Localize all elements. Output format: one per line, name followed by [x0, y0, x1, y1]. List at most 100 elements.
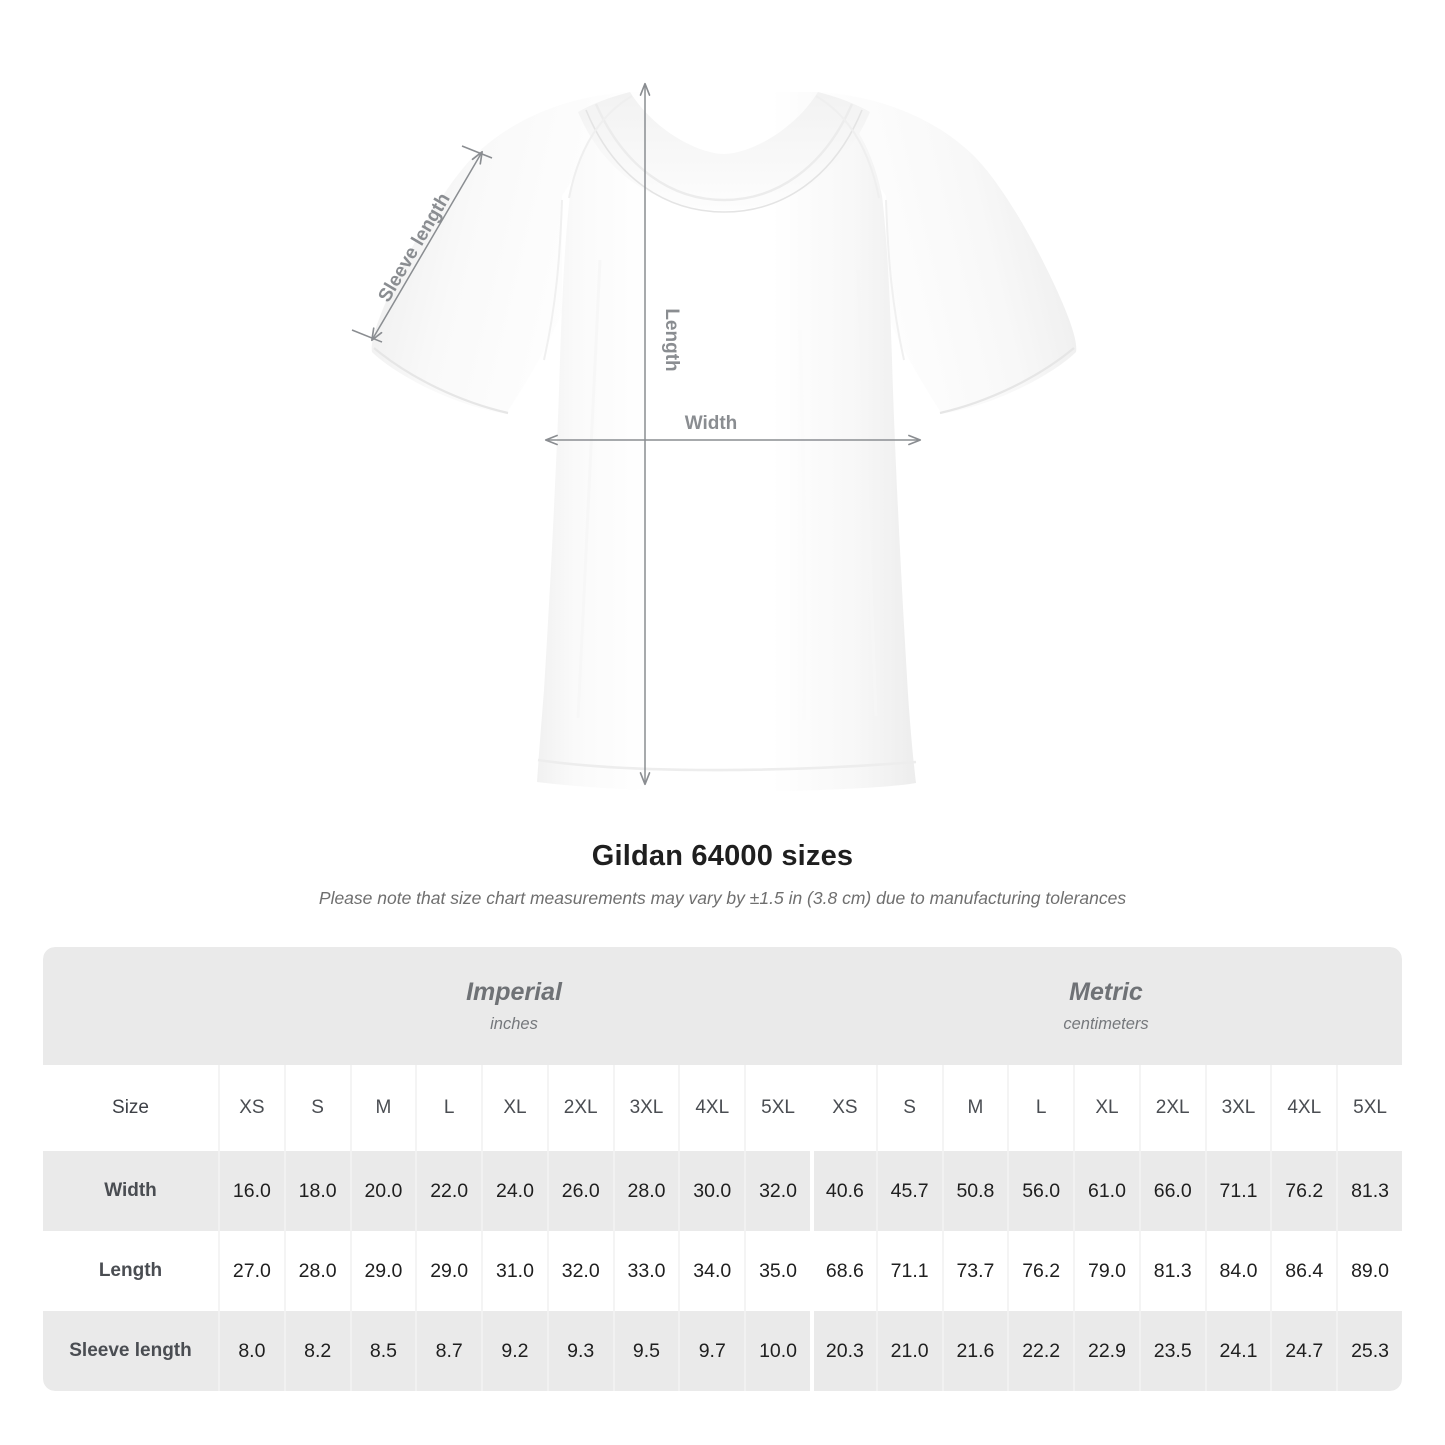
tolerance-note: Please note that size chart measurements… — [318, 888, 1127, 908]
size-header-metric-2xl: 2XL — [1138, 1065, 1205, 1151]
size-header-imperial-5xl: 5XL — [744, 1065, 810, 1151]
size-header-imperial-2xl: 2XL — [546, 1065, 613, 1151]
tshirt-diagram: Sleeve length Length Width — [351, 82, 1077, 792]
cell-length-metric-l: 76.2 — [1007, 1231, 1074, 1311]
bottom-hem — [537, 758, 917, 772]
size-header-imperial-l: L — [415, 1065, 482, 1151]
unit-group-metric-sub: centimeters — [1063, 1015, 1149, 1033]
fold-left — [576, 259, 602, 719]
collar-outer-line — [585, 109, 863, 213]
cell-width-metric-xs: 40.6 — [810, 1151, 876, 1231]
size-header-row: Size XS S M L XL 2XL 3XL 4XL 5XL XS S M L XL 2XL 3XL 4XL 5… — [43, 1065, 1402, 1151]
width-label: Width — [685, 413, 738, 434]
cell-sleeve-length-imperial-xl: 9.2 — [481, 1311, 547, 1391]
unit-header-row: Imperial inches Metric centimeters — [43, 947, 1402, 1065]
cell-sleeve-length-metric-m: 21.6 — [941, 1311, 1008, 1391]
size-header-imperial-m: M — [349, 1065, 416, 1151]
cell-width-metric-xl: 61.0 — [1073, 1151, 1139, 1231]
unit-group-imperial: Imperial inches — [218, 947, 810, 1065]
table-row: Width 16.0 18.0 20.0 22.0 24.0 26.0 28.0 30.0 32.… — [43, 1151, 1402, 1231]
right-sleeve-hem — [939, 347, 1075, 415]
size-chart-table-container: Imperial inches Metric centimeters Size X… — [43, 947, 1402, 1391]
cell-width-imperial-3xl: 28.0 — [612, 1151, 679, 1231]
size-header-metric-xl: XL — [1073, 1065, 1139, 1151]
cell-sleeve-length-imperial-m: 8.5 — [349, 1311, 416, 1391]
cell-length-imperial-xs: 27.0 — [218, 1231, 284, 1311]
size-chart-heading: Gildan 64000 sizes Please note that size… — [0, 838, 1445, 909]
size-header-metric-5xl: 5XL — [1336, 1065, 1402, 1151]
cell-length-metric-4xl: 86.4 — [1270, 1231, 1337, 1311]
cell-width-metric-m: 50.8 — [941, 1151, 1008, 1231]
size-header-imperial-s: S — [283, 1065, 350, 1151]
fold-right — [856, 269, 878, 717]
cell-length-imperial-s: 28.0 — [283, 1231, 350, 1311]
cell-sleeve-length-imperial-s: 8.2 — [283, 1311, 350, 1391]
cell-sleeve-length-metric-4xl: 24.7 — [1270, 1311, 1337, 1391]
cell-sleeve-length-metric-xl: 22.9 — [1073, 1311, 1139, 1391]
left-sleeve-seam — [543, 199, 563, 361]
cell-sleeve-length-metric-xs: 20.3 — [810, 1311, 876, 1391]
cell-length-imperial-m: 29.0 — [349, 1231, 416, 1311]
cell-length-metric-s: 71.1 — [875, 1231, 942, 1311]
unit-group-imperial-name: Imperial — [466, 978, 562, 1006]
left-shoulder-seam — [568, 95, 633, 199]
right-sleeve-seam — [885, 199, 905, 361]
cell-sleeve-length-imperial-3xl: 9.5 — [612, 1311, 679, 1391]
cell-sleeve-length-metric-5xl: 25.3 — [1336, 1311, 1402, 1391]
unit-group-metric-name: Metric — [1069, 978, 1143, 1006]
size-header-imperial-3xl: 3XL — [612, 1065, 679, 1151]
cell-length-imperial-5xl: 35.0 — [744, 1231, 810, 1311]
cell-width-metric-3xl: 71.1 — [1204, 1151, 1271, 1231]
cell-width-imperial-l: 22.0 — [415, 1151, 482, 1231]
tshirt-shape — [371, 92, 1077, 792]
cell-sleeve-length-metric-3xl: 24.1 — [1204, 1311, 1271, 1391]
cell-length-metric-m: 73.7 — [941, 1231, 1008, 1311]
size-header-imperial-xs: XS — [218, 1065, 284, 1151]
cell-width-imperial-5xl: 32.0 — [744, 1151, 810, 1231]
cell-length-imperial-xl: 31.0 — [481, 1231, 547, 1311]
size-header-metric-4xl: 4XL — [1270, 1065, 1337, 1151]
cell-width-imperial-xs: 16.0 — [218, 1151, 284, 1231]
right-sleeve — [818, 92, 1077, 414]
collar-inner-line — [594, 103, 854, 202]
cell-length-metric-xl: 79.0 — [1073, 1231, 1139, 1311]
size-header-imperial-xl: XL — [481, 1065, 547, 1151]
cell-length-imperial-l: 29.0 — [415, 1231, 482, 1311]
cell-length-imperial-3xl: 33.0 — [612, 1231, 679, 1311]
cell-width-imperial-2xl: 26.0 — [546, 1151, 613, 1231]
table-row: Sleeve length 8.0 8.2 8.5 8.7 9.2 9.3 9.5 9.7 10.… — [43, 1311, 1402, 1391]
cell-width-metric-2xl: 66.0 — [1138, 1151, 1205, 1231]
cell-length-metric-3xl: 84.0 — [1204, 1231, 1271, 1311]
unit-header-spacer — [43, 947, 218, 1065]
right-shoulder-seam — [815, 95, 880, 199]
cell-length-imperial-4xl: 34.0 — [678, 1231, 745, 1311]
table-row: Length 27.0 28.0 29.0 29.0 31.0 32.0 33.0 34.0 35… — [43, 1231, 1402, 1311]
length-label: Length — [661, 308, 682, 371]
cell-width-imperial-4xl: 30.0 — [678, 1151, 745, 1231]
cell-sleeve-length-metric-s: 21.0 — [875, 1311, 942, 1391]
cell-sleeve-length-imperial-xs: 8.0 — [218, 1311, 284, 1391]
cell-sleeve-length-imperial-4xl: 9.7 — [678, 1311, 745, 1391]
cell-sleeve-length-imperial-5xl: 10.0 — [744, 1311, 810, 1391]
cell-width-metric-l: 56.0 — [1007, 1151, 1074, 1231]
cell-width-imperial-xl: 24.0 — [481, 1151, 547, 1231]
page-title: Gildan 64000 sizes — [591, 840, 854, 872]
length-annotation: Length — [639, 82, 682, 786]
size-header-metric-m: M — [941, 1065, 1008, 1151]
cell-sleeve-length-imperial-l: 8.7 — [415, 1311, 482, 1391]
cell-width-metric-4xl: 76.2 — [1270, 1151, 1337, 1231]
cell-width-metric-s: 45.7 — [875, 1151, 942, 1231]
size-header-imperial-4xl: 4XL — [678, 1065, 745, 1151]
cell-length-metric-xs: 68.6 — [810, 1231, 876, 1311]
size-header-metric-3xl: 3XL — [1204, 1065, 1271, 1151]
cell-sleeve-length-metric-2xl: 23.5 — [1138, 1311, 1205, 1391]
size-header-metric-l: L — [1007, 1065, 1074, 1151]
left-sleeve-hem — [373, 347, 509, 415]
sleeve-length-arrow — [371, 150, 483, 342]
cell-width-imperial-m: 20.0 — [349, 1151, 416, 1231]
collar — [578, 92, 870, 210]
size-header-label: Size — [43, 1065, 218, 1151]
width-annotation: Width — [544, 413, 922, 446]
cell-length-metric-2xl: 81.3 — [1138, 1231, 1205, 1311]
fold-center — [798, 329, 807, 721]
